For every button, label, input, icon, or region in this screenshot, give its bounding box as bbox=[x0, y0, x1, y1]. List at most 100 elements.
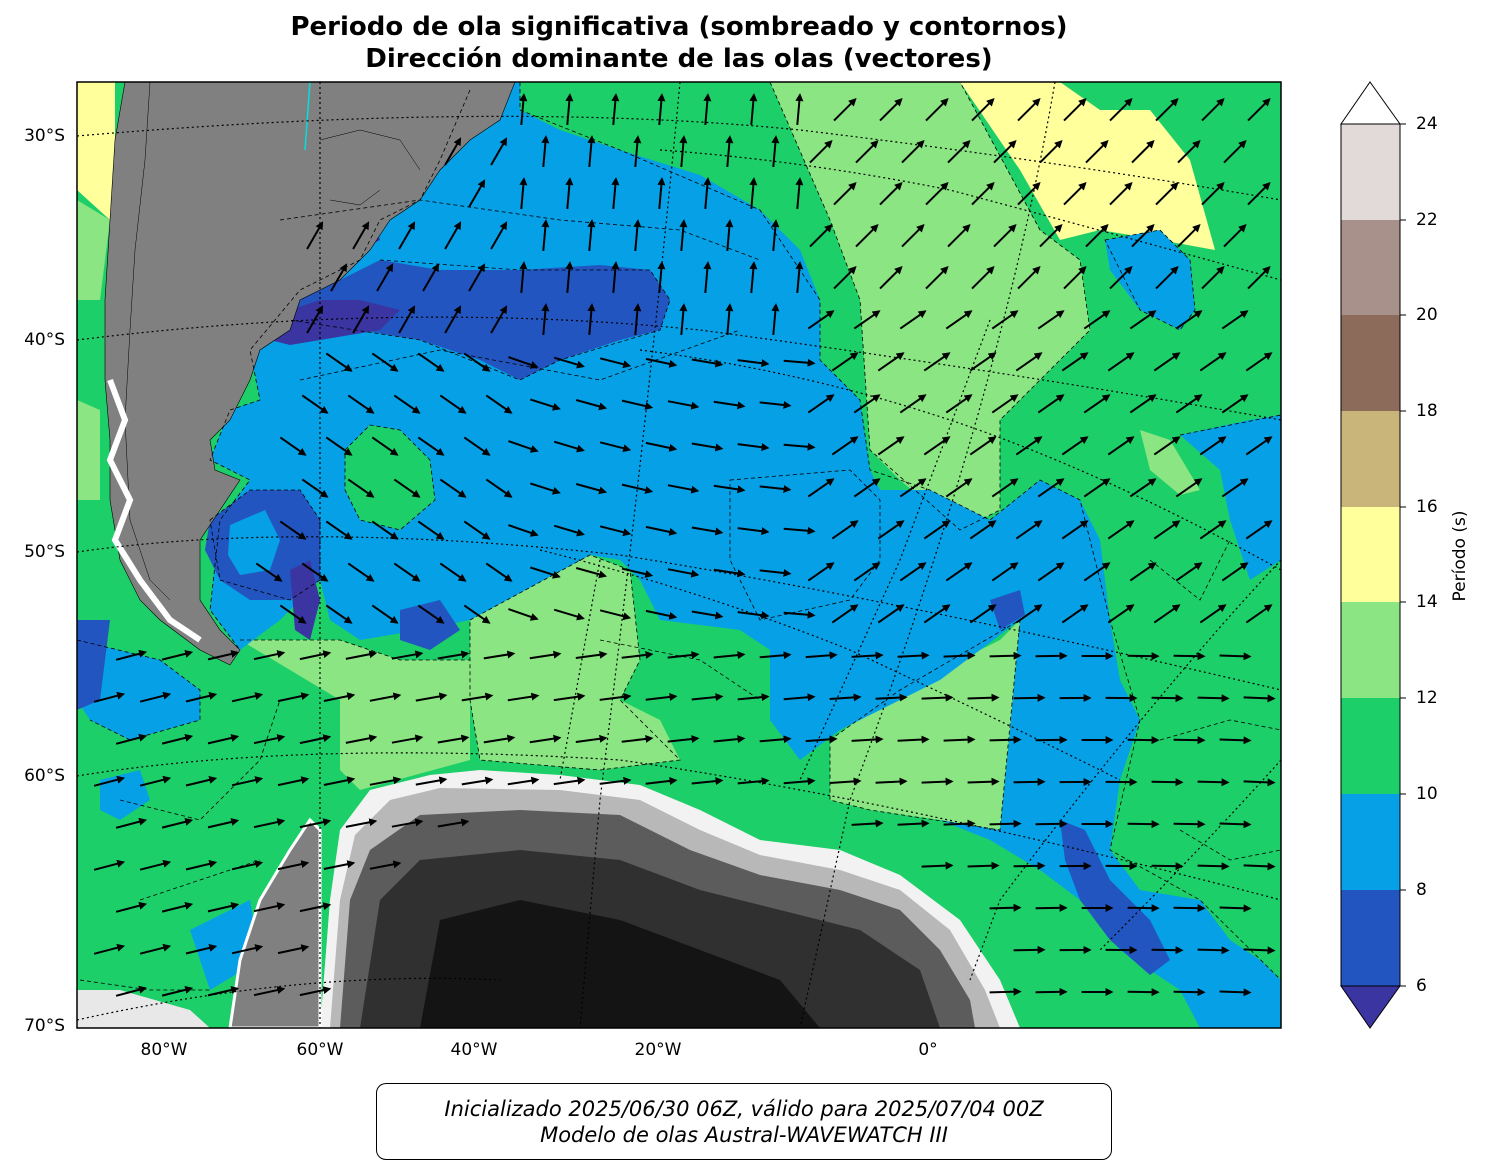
wave-direction-arrow bbox=[529, 482, 561, 495]
wave-direction-arrow bbox=[1177, 139, 1201, 164]
period-8-10-area bbox=[228, 510, 280, 575]
wave-direction-arrow bbox=[831, 436, 859, 456]
wave-direction-arrow bbox=[737, 693, 770, 702]
wave-direction-arrow bbox=[461, 776, 494, 786]
wave-direction-arrow bbox=[1037, 478, 1065, 498]
south-america-land bbox=[104, 82, 516, 666]
wave-direction-arrow bbox=[277, 860, 310, 871]
wave-direction-arrow bbox=[1037, 310, 1065, 330]
wave-direction-arrow bbox=[575, 483, 608, 495]
wave-direction-arrow bbox=[508, 524, 539, 537]
wave-direction-arrow bbox=[139, 859, 172, 871]
map-frame bbox=[76, 81, 1282, 1029]
wave-direction-arrow bbox=[879, 181, 903, 206]
lon-label-60w: 60°W bbox=[296, 1040, 344, 1060]
wave-direction-arrow bbox=[139, 943, 172, 955]
wave-direction-arrow bbox=[325, 436, 353, 456]
wave-direction-arrow bbox=[1107, 352, 1135, 372]
wave-direction-arrow bbox=[713, 400, 746, 410]
wave-direction-arrow bbox=[713, 484, 746, 494]
wave-direction-arrow bbox=[633, 303, 642, 335]
wave-direction-arrow bbox=[1061, 436, 1089, 456]
lon-label-0: 0° bbox=[918, 1040, 938, 1060]
wave-direction-arrow bbox=[991, 394, 1019, 414]
wave-direction-arrow bbox=[398, 305, 416, 334]
wave-direction-arrow bbox=[945, 478, 973, 498]
wave-direction-arrow bbox=[1201, 97, 1225, 122]
wave-direction-arrow bbox=[851, 651, 884, 660]
wave-direction-arrow bbox=[1153, 352, 1181, 372]
wave-direction-arrow bbox=[967, 777, 1000, 786]
wave-direction-arrow bbox=[1173, 820, 1206, 829]
wave-direction-arrow bbox=[971, 97, 995, 122]
wave-direction-arrow bbox=[1155, 97, 1179, 122]
wave-direction-arrow bbox=[323, 692, 356, 702]
wave-direction-arrow bbox=[725, 303, 734, 335]
wave-direction-arrow bbox=[967, 861, 1000, 870]
wave-direction-arrow bbox=[899, 478, 927, 498]
wave-direction-arrow bbox=[853, 310, 881, 330]
wave-direction-arrow bbox=[345, 818, 378, 828]
wave-direction-arrow bbox=[437, 650, 470, 660]
wave-direction-arrow bbox=[923, 604, 951, 624]
wave-direction-arrow bbox=[599, 692, 632, 701]
wave-direction-arrow bbox=[461, 692, 494, 702]
colorbar-tick-label: 14 bbox=[1416, 592, 1438, 612]
wave-direction-arrow bbox=[352, 305, 370, 334]
wave-direction-arrow bbox=[667, 735, 700, 744]
wave-direction-arrow bbox=[1245, 436, 1273, 456]
wave-direction-arrow bbox=[945, 310, 973, 330]
wave-direction-arrow bbox=[807, 562, 835, 582]
wave-direction-arrow bbox=[807, 478, 835, 498]
wave-direction-arrow bbox=[1017, 181, 1041, 206]
wave-direction-arrow bbox=[1107, 520, 1135, 540]
wave-direction-arrow bbox=[1219, 820, 1252, 829]
wave-direction-arrow bbox=[345, 650, 378, 660]
wave-direction-arrow bbox=[115, 817, 148, 829]
wave-direction-arrow bbox=[1199, 352, 1227, 372]
period-12-14-area bbox=[470, 555, 680, 770]
wave-direction-arrow bbox=[807, 310, 835, 330]
wave-direction-arrow bbox=[1247, 181, 1271, 206]
wave-direction-arrow bbox=[831, 352, 859, 372]
wave-direction-arrow bbox=[969, 520, 997, 540]
wave-direction-arrow bbox=[691, 610, 724, 620]
wave-direction-arrow bbox=[633, 135, 642, 167]
wave-direction-arrow bbox=[1129, 562, 1157, 582]
wave-direction-arrow bbox=[759, 651, 792, 660]
colorbar-tick-label: 12 bbox=[1416, 688, 1438, 708]
wave-direction-arrow bbox=[783, 777, 816, 786]
wave-direction-arrow bbox=[969, 436, 997, 456]
wave-direction-arrow bbox=[737, 611, 770, 620]
wave-direction-arrow bbox=[1129, 394, 1157, 414]
wave-direction-arrow bbox=[306, 305, 324, 334]
colorbar-tick-label: 22 bbox=[1416, 210, 1438, 230]
wave-direction-arrow bbox=[483, 734, 516, 744]
wave-direction-arrow bbox=[771, 303, 780, 335]
wave-direction-arrow bbox=[923, 352, 951, 372]
period-10-12-area bbox=[345, 425, 435, 530]
wave-direction-arrow bbox=[759, 484, 792, 493]
wave-direction-arrow bbox=[1151, 946, 1184, 955]
wave-direction-arrow bbox=[1151, 694, 1184, 703]
wave-direction-arrow bbox=[833, 181, 857, 206]
wave-direction-arrow bbox=[1013, 861, 1046, 870]
wave-direction-arrow bbox=[115, 733, 148, 745]
wave-direction-arrow bbox=[115, 901, 148, 913]
wave-direction-arrow bbox=[306, 221, 324, 250]
wave-direction-arrow bbox=[553, 776, 586, 786]
wave-direction-arrow bbox=[899, 562, 927, 582]
wave-direction-arrow bbox=[393, 478, 421, 498]
wave-direction-arrow bbox=[599, 441, 632, 453]
wave-direction-arrow bbox=[371, 520, 399, 540]
wave-direction-arrow bbox=[575, 650, 608, 659]
wave-direction-arrow bbox=[737, 777, 770, 786]
wave-direction-arrow bbox=[989, 819, 1022, 828]
wave-direction-arrow bbox=[667, 484, 700, 494]
wave-direction-arrow bbox=[831, 604, 859, 624]
country-border bbox=[124, 82, 171, 601]
wave-direction-arrow bbox=[1243, 694, 1276, 703]
map-title-line1: Periodo de ola significativa (sombreado … bbox=[290, 12, 1068, 42]
wave-direction-arrow bbox=[1175, 562, 1203, 582]
coastal-ice bbox=[106, 378, 202, 643]
